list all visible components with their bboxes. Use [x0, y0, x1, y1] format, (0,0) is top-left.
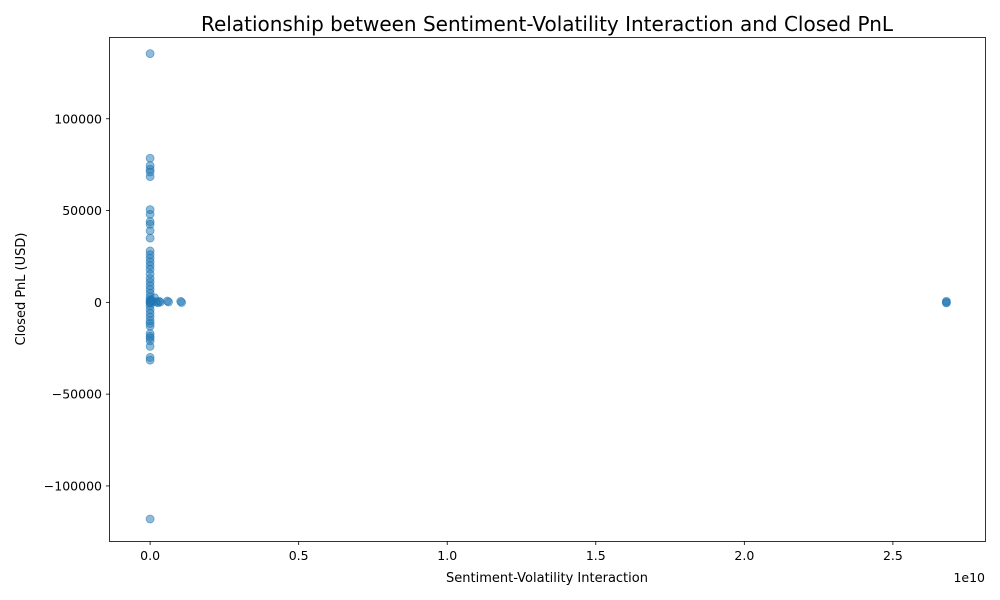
data-point — [145, 321, 155, 331]
y-axis-label: Closed PnL (USD) — [14, 233, 29, 346]
data-point — [155, 297, 165, 307]
plot-frame — [109, 37, 986, 542]
x-tick-label: 0.5 — [289, 548, 309, 563]
data-point — [145, 209, 155, 219]
data-point — [145, 233, 155, 243]
y-tick-label: 0 — [94, 295, 102, 310]
data-point — [145, 49, 155, 58]
x-tick-label: 1.0 — [437, 548, 457, 563]
data-point — [145, 153, 155, 163]
x-tick-label: 1.5 — [586, 548, 606, 563]
data-point — [145, 226, 155, 236]
x-tick-label: 2.0 — [734, 548, 754, 563]
y-tick-label: −100000 — [44, 478, 102, 493]
data-point — [145, 355, 155, 365]
data-point — [145, 342, 155, 351]
y-tick-label: 100000 — [54, 111, 102, 126]
points-layer — [145, 49, 951, 524]
y-tick-label: 50000 — [62, 203, 102, 218]
chart-title: Relationship between Sentiment-Volatilit… — [201, 12, 894, 36]
data-point — [145, 172, 155, 182]
x-axis-offset-label: 1e10 — [953, 570, 985, 585]
y-tick-label: −50000 — [52, 387, 102, 402]
y-axis: −100000 −50000 0 50000 100000 — [44, 111, 110, 493]
data-point — [177, 298, 187, 307]
x-tick-label: 0.0 — [140, 548, 160, 563]
x-axis: 0.0 0.5 1.0 1.5 2.0 2.5 — [140, 541, 903, 563]
data-point — [164, 297, 173, 307]
data-point — [941, 298, 951, 308]
x-axis-label: Sentiment-Volatility Interaction — [446, 571, 648, 586]
data-point — [145, 514, 155, 524]
x-tick-label: 2.5 — [883, 548, 903, 563]
